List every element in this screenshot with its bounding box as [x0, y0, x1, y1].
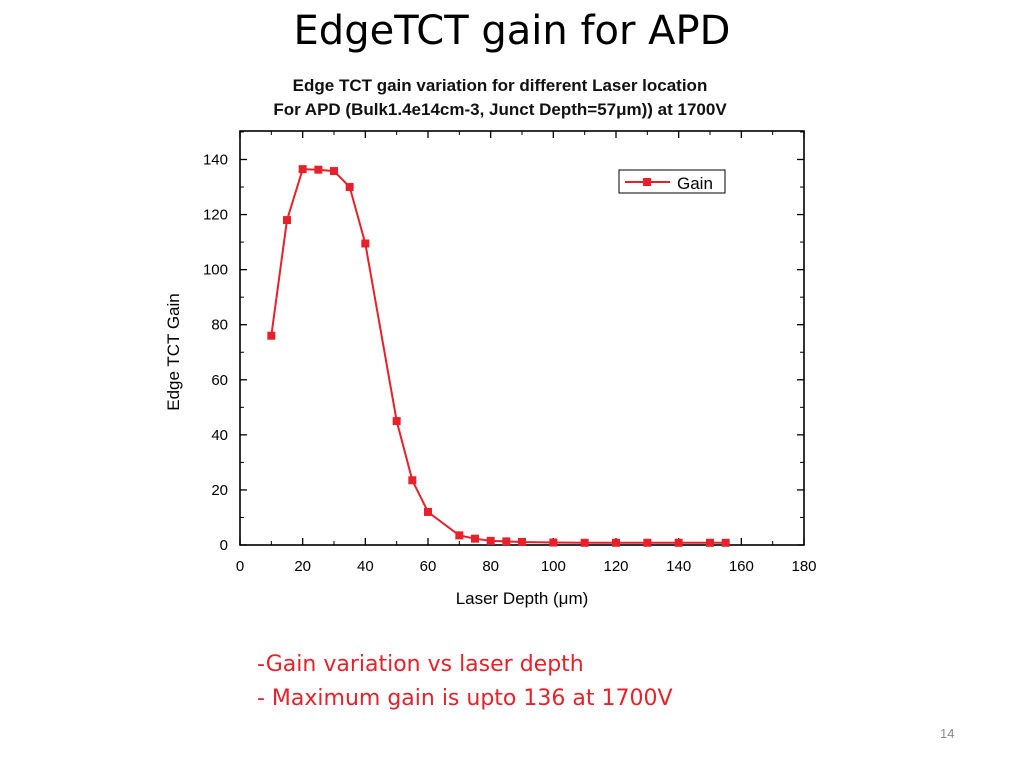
y-tick-label: 0: [220, 537, 228, 554]
data-point-gain: [518, 537, 526, 546]
data-point-gain: [361, 239, 370, 248]
x-tick-label: 120: [603, 558, 628, 575]
legend-box: [618, 169, 726, 194]
y-tick-label: 40: [211, 427, 228, 444]
data-point-gain: [455, 531, 464, 540]
y-tick-label: 20: [211, 482, 228, 499]
y-tick-label: 60: [211, 372, 228, 389]
x-tick-label: 80: [482, 558, 499, 575]
data-point-gain: [283, 216, 291, 225]
data-point-gain: [721, 538, 730, 547]
series-line-gain: [270, 168, 726, 544]
legend-marker: [643, 178, 651, 186]
data-point-gain: [314, 165, 323, 174]
legend: Gain: [618, 169, 726, 194]
data-point-gain: [549, 538, 558, 547]
data-point-gain: [392, 417, 401, 426]
data-point-gain: [267, 331, 276, 340]
x-tick-label: 140: [666, 558, 691, 575]
page-number: 14: [940, 726, 955, 741]
x-tick-label: 100: [541, 558, 566, 575]
data-point-gain: [502, 537, 511, 546]
slide-notes: -Gain variation vs laser depth - Maximum…: [257, 648, 673, 716]
data-point-gain: [612, 538, 620, 547]
chart-subtitle: For APD (Bulk1.4e14cm-3, Junct Depth=57μ…: [273, 100, 727, 119]
data-point-gain: [330, 167, 338, 176]
data-point-gain: [486, 536, 495, 545]
data-point-gain: [471, 534, 479, 543]
gain-chart: 0 20 40 60 80 100 120 140 160 180 0 20 40 60 80 100 120 1…: [164, 130, 817, 608]
chart-title: Edge TCT gain variation for different La…: [292, 76, 708, 95]
note-line: - Maximum gain is upto 136 at 1700V: [257, 686, 673, 711]
data-point-gain: [580, 538, 589, 547]
y-tick-label: 140: [203, 152, 228, 169]
slide-title: EdgeTCT gain for APD: [293, 8, 731, 54]
x-tick-label: 60: [420, 558, 437, 575]
data-point-gain: [674, 538, 683, 547]
axis-ticks: 0 20 40 60 80 100 120 140 160 180 0 20 40 60 80 100 120 1…: [203, 131, 817, 575]
series-layer: [267, 165, 730, 547]
y-tick-label: 100: [203, 262, 228, 279]
x-tick-label: 40: [357, 558, 374, 575]
x-axis-label: Laser Depth (μm): [456, 589, 589, 608]
data-point-gain: [345, 183, 354, 192]
data-point-gain: [643, 538, 652, 547]
note-line: -Gain variation vs laser depth: [257, 652, 584, 677]
y-axis-label: Edge TCT Gain: [164, 293, 183, 411]
x-tick-label: 160: [729, 558, 754, 575]
data-point-gain: [298, 165, 307, 174]
y-tick-label: 120: [203, 207, 228, 224]
x-tick-label: 0: [236, 558, 244, 575]
x-tick-label: 20: [294, 558, 311, 575]
data-point-gain: [408, 476, 417, 485]
legend-label: Gain: [677, 174, 713, 193]
data-point-gain: [706, 538, 714, 547]
y-tick-label: 80: [211, 317, 228, 334]
data-point-gain: [424, 507, 432, 516]
x-tick-label: 180: [791, 558, 816, 575]
